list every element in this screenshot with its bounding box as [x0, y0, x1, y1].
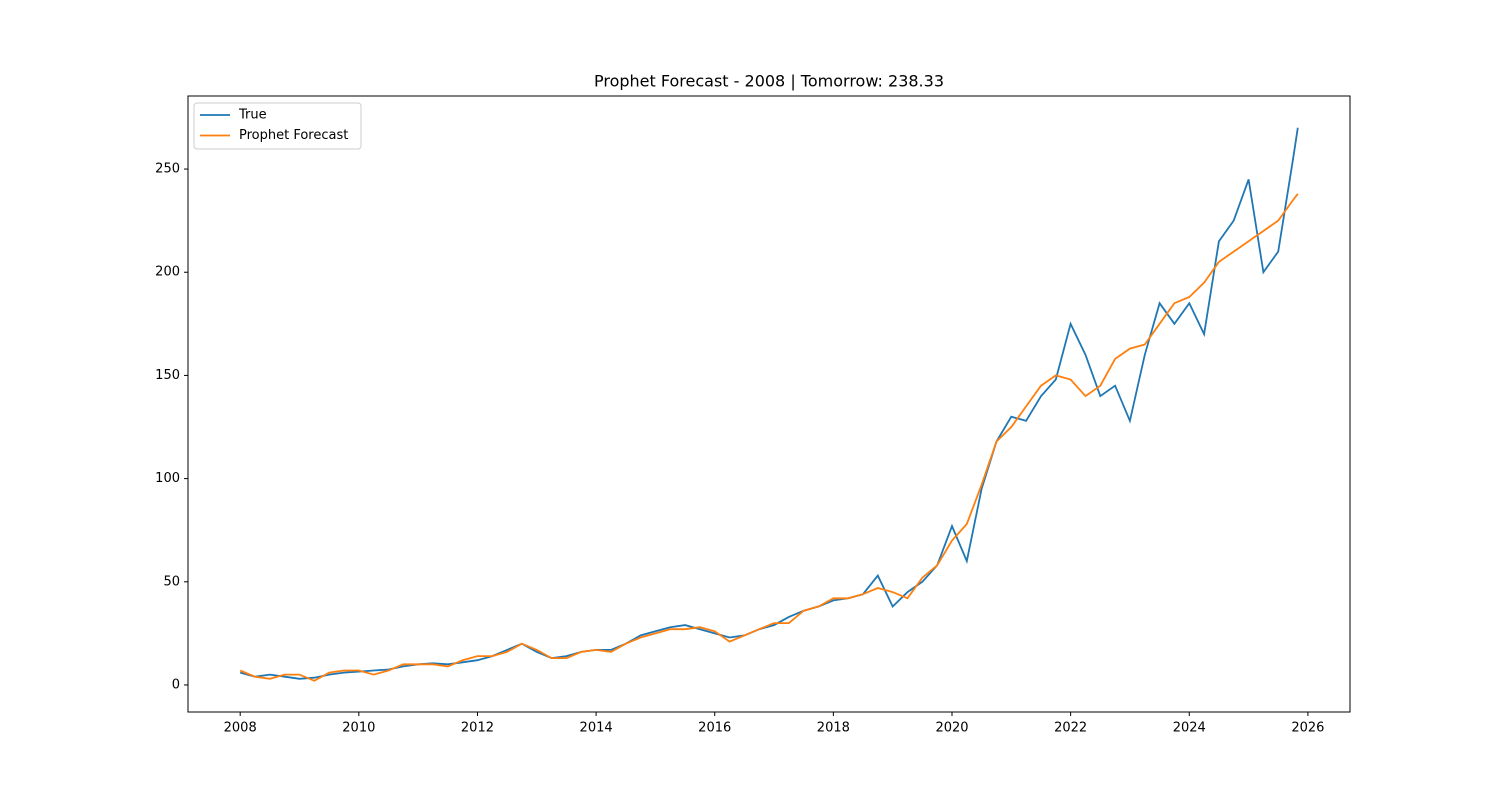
legend-label: Prophet Forecast — [239, 128, 348, 143]
x-tick-label: 2008 — [224, 721, 257, 736]
plot-frame — [187, 95, 1351, 713]
x-tick-label: 2020 — [935, 721, 968, 736]
x-tick-label: 2016 — [698, 721, 731, 736]
x-tick-label: 2022 — [1054, 721, 1087, 736]
legend-box — [193, 102, 362, 150]
y-tick-label: 100 — [155, 471, 180, 486]
x-tick-label: 2014 — [580, 721, 613, 736]
y-tick-label: 50 — [163, 574, 180, 589]
legend-label: True — [238, 108, 267, 123]
y-tick-label: 250 — [155, 162, 180, 177]
x-tick-label: 2010 — [342, 721, 375, 736]
line — [239, 127, 1299, 680]
chart-title: Prophet Forecast - 2008 | Tomorrow: 238.… — [594, 72, 944, 91]
x-tick-label: 2024 — [1173, 721, 1206, 736]
y-tick-label: 150 — [155, 368, 180, 383]
y-tick-label: 0 — [172, 677, 180, 692]
x-tick-label: 2026 — [1291, 721, 1324, 736]
y-tick-label: 200 — [155, 265, 180, 280]
line — [239, 193, 1299, 682]
x-tick-label: 2012 — [461, 721, 494, 736]
x-tick-label: 2018 — [817, 721, 850, 736]
